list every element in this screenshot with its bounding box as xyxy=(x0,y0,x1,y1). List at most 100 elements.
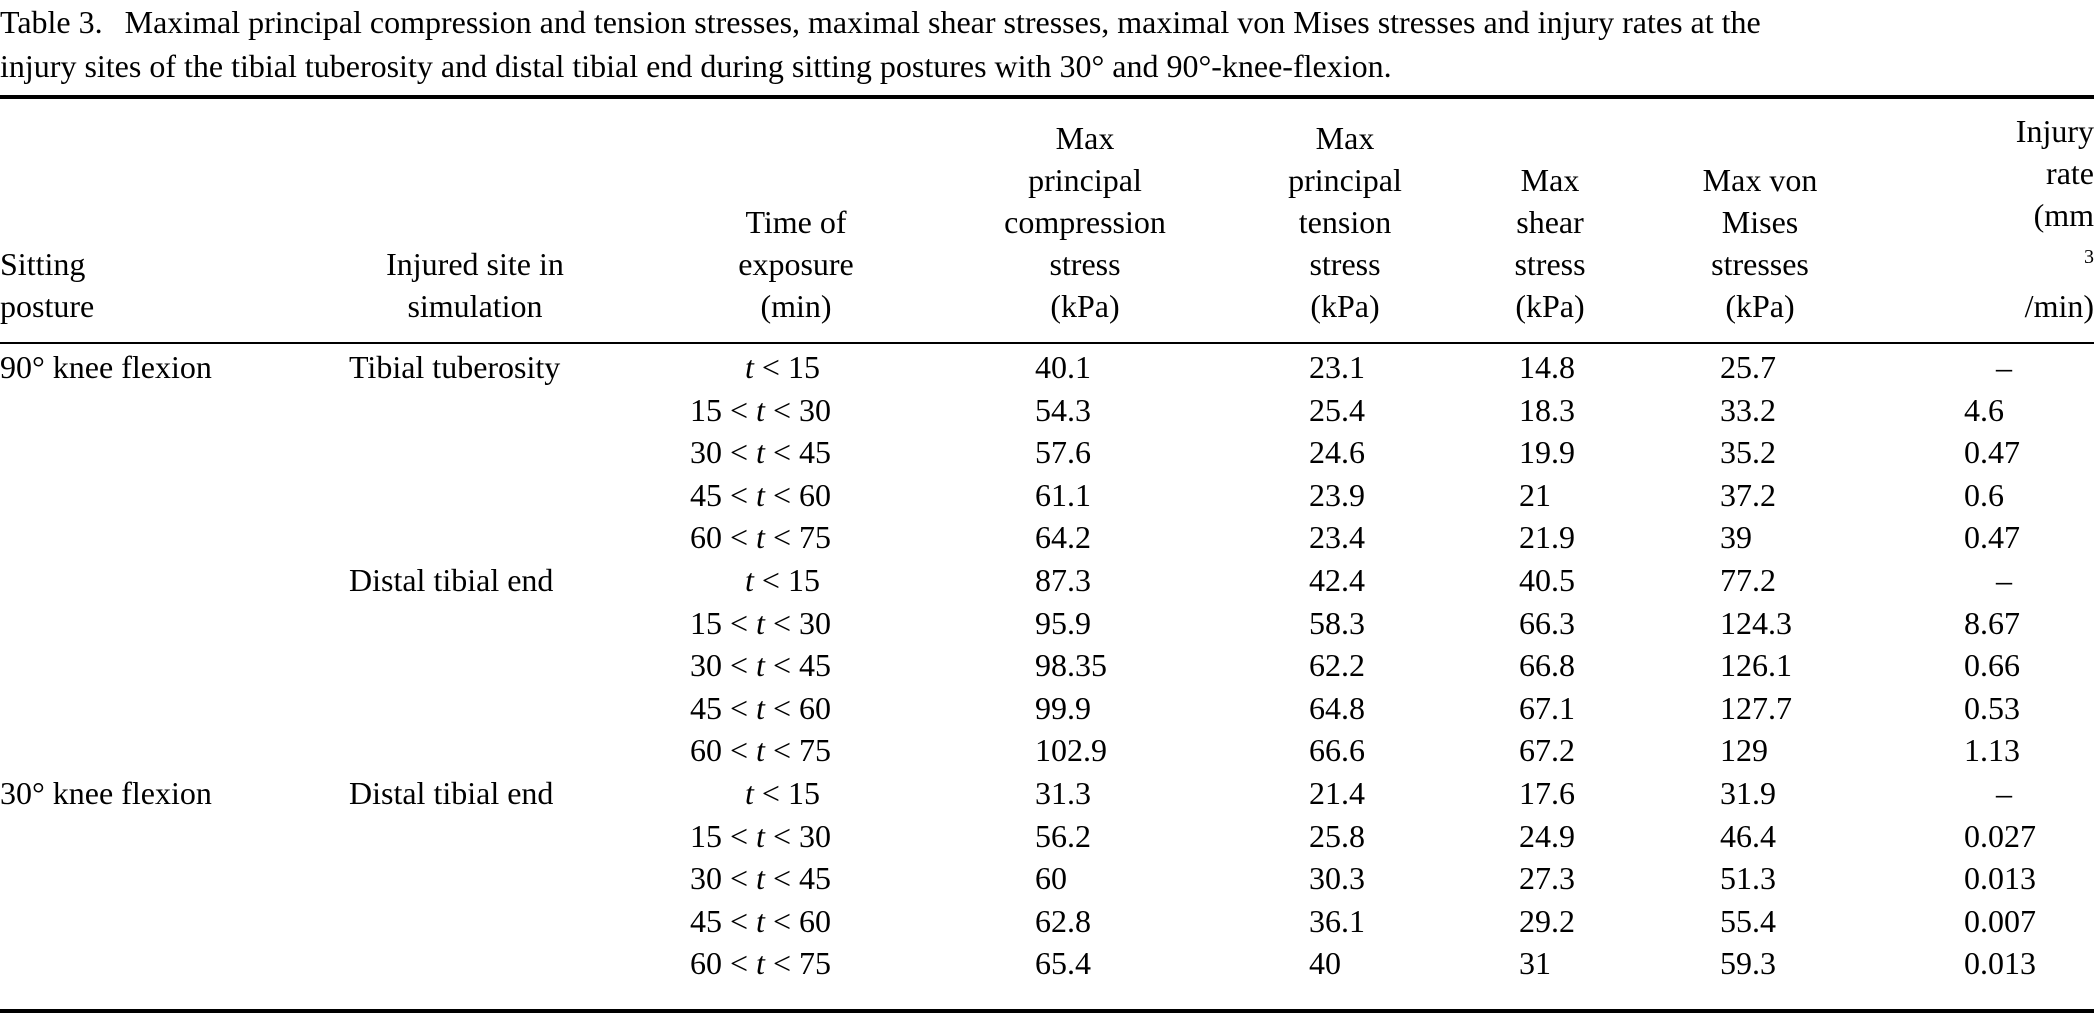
header-text: Injured site in xyxy=(386,246,564,282)
cell-time-of-exposure: 60 < t < 75 xyxy=(690,519,831,556)
header-text: exposure xyxy=(738,246,854,282)
cell-compression-stress: 61.1 xyxy=(1035,476,1091,513)
unit-text: /min) xyxy=(2024,288,2094,324)
table-row: 60 < t < 75 65.4 40 31 59.3 0.013 xyxy=(0,942,2094,985)
header-text: (kPa) xyxy=(1050,288,1120,324)
cell-shear-stress: 31 xyxy=(1519,945,1551,982)
cell-compression-stress: 56.2 xyxy=(1035,817,1091,854)
cell-shear-stress: 40.5 xyxy=(1519,561,1575,598)
table-row: 30 < t < 45 60 30.3 27.3 51.3 0.013 xyxy=(0,857,2094,900)
cell-compression-stress: 40.1 xyxy=(1035,349,1091,385)
cell-time-of-exposure: 45 < t < 60 xyxy=(690,476,831,513)
unit-superscript: 3 xyxy=(2084,246,2094,269)
header-von-mises-stresses: Max von Mises stresses (kPa) xyxy=(1665,112,1855,327)
header-injured-site: Injured site in simulation xyxy=(350,112,600,327)
cell-shear-stress: 29.2 xyxy=(1519,902,1575,939)
cell-injury-rate: 0.66 xyxy=(1964,647,2020,684)
cell-shear-stress: 67.1 xyxy=(1519,689,1575,726)
cell-compression-stress: 64.2 xyxy=(1035,519,1091,556)
cell-tension-stress: 23.4 xyxy=(1309,519,1365,556)
cell-injury-rate: 0.027 xyxy=(1964,817,2036,854)
cell-time-of-exposure: 60 < t < 75 xyxy=(690,945,831,982)
cell-sitting-posture: 30° knee flexion xyxy=(0,774,212,811)
cell-time-of-exposure: 30 < t < 45 xyxy=(690,434,831,471)
header-rule xyxy=(0,342,2094,344)
table-body: 90° knee flexion Tibial tuberosity t < 15 4… xyxy=(0,346,2094,985)
header-text: stresses xyxy=(1711,246,1809,282)
cell-tension-stress: 42.4 xyxy=(1309,561,1365,598)
header-compression-stress: Max principal compression stress (kPa) xyxy=(975,112,1195,327)
cell-von-mises-stress: 37.2 xyxy=(1720,476,1776,513)
header-text: stress xyxy=(1514,246,1586,282)
cell-tension-stress: 30.3 xyxy=(1309,860,1365,897)
header-text: simulation xyxy=(407,288,543,324)
cell-injury-rate: 0.47 xyxy=(1964,519,2020,556)
header-tension-stress: Max principal tension stress (kPa) xyxy=(1260,112,1430,327)
table-row: 15 < t < 30 56.2 25.8 24.9 46.4 0.027 xyxy=(0,815,2094,858)
header-text: posture xyxy=(0,288,95,324)
header-text: Max xyxy=(1055,120,1115,156)
cell-time-of-exposure: t < 15 xyxy=(745,561,820,598)
caption-line-2: injury sites of the tibial tuberosity an… xyxy=(0,48,1392,84)
cell-injured-site: Tibial tuberosity xyxy=(349,349,561,385)
table-row: 15 < t < 30 54.3 25.4 18.3 33.2 4.6 xyxy=(0,389,2094,432)
cell-time-of-exposure: 15 < t < 30 xyxy=(690,604,831,641)
header-text: stress xyxy=(1309,246,1381,282)
header-sitting-posture: Sitting posture xyxy=(0,112,94,327)
header-text: (kPa) xyxy=(1310,288,1380,324)
cell-shear-stress: 17.6 xyxy=(1519,774,1575,811)
header-text: stress xyxy=(1049,246,1121,282)
header-time-of-exposure: Time of exposure (min) xyxy=(696,112,896,327)
cell-tension-stress: 36.1 xyxy=(1309,902,1365,939)
cell-shear-stress: 27.3 xyxy=(1519,860,1575,897)
caption-text-1: Maximal principal compression and tensio… xyxy=(124,4,1761,40)
cell-injury-rate: – xyxy=(1996,349,2012,385)
cell-compression-stress: 62.8 xyxy=(1035,902,1091,939)
unit-text: (mm xyxy=(2033,197,2094,234)
cell-injury-rate: – xyxy=(1996,561,2012,598)
cell-von-mises-stress: 31.9 xyxy=(1720,774,1776,811)
header-text: Max von xyxy=(1702,162,1818,198)
cell-shear-stress: 21.9 xyxy=(1519,519,1575,556)
cell-shear-stress: 66.8 xyxy=(1519,647,1575,684)
cell-time-of-exposure: t < 15 xyxy=(745,349,820,385)
cell-time-of-exposure: 15 < t < 30 xyxy=(690,817,831,854)
cell-von-mises-stress: 127.7 xyxy=(1720,689,1792,726)
header-text: (min) xyxy=(760,288,832,324)
table-row: 30° knee flexion Distal tibial end t < 15 3… xyxy=(0,772,2094,815)
cell-tension-stress: 62.2 xyxy=(1309,647,1365,684)
table-row: 45 < t < 60 62.8 36.1 29.2 55.4 0.007 xyxy=(0,900,2094,943)
cell-injury-rate: 0.47 xyxy=(1964,434,2020,471)
cell-von-mises-stress: 39 xyxy=(1720,519,1752,556)
cell-time-of-exposure: 60 < t < 75 xyxy=(690,732,831,769)
cell-injured-site: Distal tibial end xyxy=(349,774,554,811)
cell-injury-rate: 4.6 xyxy=(1964,391,2004,428)
cell-time-of-exposure: 45 < t < 60 xyxy=(690,902,831,939)
cell-tension-stress: 66.6 xyxy=(1309,732,1365,769)
cell-injury-rate: 0.013 xyxy=(1964,860,2036,897)
cell-shear-stress: 66.3 xyxy=(1519,604,1575,641)
cell-shear-stress: 19.9 xyxy=(1519,434,1575,471)
cell-tension-stress: 64.8 xyxy=(1309,689,1365,726)
cell-injury-rate: – xyxy=(1996,774,2012,811)
cell-von-mises-stress: 126.1 xyxy=(1720,647,1792,684)
table-row: 15 < t < 30 95.9 58.3 66.3 124.3 8.67 xyxy=(0,602,2094,645)
table-caption: Table 3. Maximal principal compression an… xyxy=(0,0,2094,88)
cell-shear-stress: 67.2 xyxy=(1519,732,1575,769)
cell-compression-stress: 102.9 xyxy=(1035,732,1107,769)
table-row: 60 < t < 75 64.2 23.4 21.9 39 0.47 xyxy=(0,516,2094,559)
cell-time-of-exposure: t < 15 xyxy=(745,774,820,811)
cell-compression-stress: 95.9 xyxy=(1035,604,1091,641)
cell-time-of-exposure: 15 < t < 30 xyxy=(690,391,831,428)
cell-compression-stress: 57.6 xyxy=(1035,434,1091,471)
header-injury-rate: Injury rate (mm 3/min) xyxy=(1890,112,2094,327)
header-text: rate xyxy=(2046,155,2094,192)
top-rule xyxy=(0,95,2094,99)
header-text: principal xyxy=(1288,162,1402,198)
cell-time-of-exposure: 45 < t < 60 xyxy=(690,689,831,726)
cell-compression-stress: 87.3 xyxy=(1035,561,1091,598)
cell-von-mises-stress: 35.2 xyxy=(1720,434,1776,471)
bottom-rule xyxy=(0,1009,2094,1013)
header-text: Mises xyxy=(1721,204,1799,240)
cell-von-mises-stress: 33.2 xyxy=(1720,391,1776,428)
